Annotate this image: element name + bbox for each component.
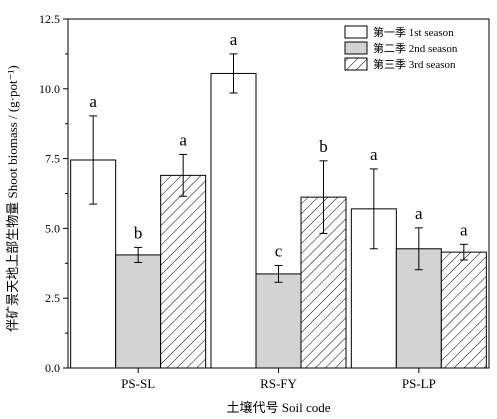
y-tick-label: 0.0 [45, 361, 60, 375]
legend-label: 第三季 3rd season [373, 57, 456, 71]
bar [210, 72, 257, 369]
error-bars-group [89, 53, 468, 283]
legend-label: 第二季 2nd season [373, 41, 458, 55]
y-tick-label: 10.0 [39, 82, 60, 96]
bar [440, 251, 487, 369]
x-tick-label: PS-LP [402, 376, 436, 391]
x-axis-title: 土壤代号 Soil code [227, 400, 331, 415]
significance-label: a [460, 220, 468, 239]
y-axis-title: 伴矿景天地上部生物量 Shoot biomass / (g·pot⁻¹) [5, 65, 20, 331]
legend-swatch [344, 57, 368, 71]
x-axis: PS-SL RS-FY PS-LP [121, 368, 436, 391]
significance-label: a [415, 204, 423, 223]
significance-label: a [230, 30, 238, 49]
y-axis: 0.0 2.5 5.0 7.5 10.0 12.5 [39, 12, 68, 375]
y-tick-label: 12.5 [39, 12, 60, 26]
significance-label: a [89, 92, 97, 111]
plot-area: a b a a c b a a a 0.0 2.5 5.0 7.5 10.0 12.5 PS-SL RS-F… [39, 12, 490, 391]
significance-label: b [319, 137, 328, 156]
legend-swatch [344, 25, 368, 39]
y-tick-label: 7.5 [45, 152, 60, 166]
x-tick-label: RS-FY [260, 376, 297, 391]
significance-label: b [134, 223, 143, 242]
legend-label: 第一季 1st season [373, 25, 454, 39]
bars-group [70, 72, 487, 369]
significance-label: a [179, 130, 187, 149]
significance-label: a [370, 145, 378, 164]
legend: 第一季 1st season 第二季 2nd season 第三季 3rd seas… [344, 25, 458, 71]
y-tick-label: 2.5 [45, 291, 60, 305]
significance-label: c [275, 242, 283, 261]
legend-swatch [344, 41, 368, 55]
bar [160, 174, 207, 369]
bar [255, 273, 302, 369]
significance-labels-group: a b a a c b a a a [89, 30, 468, 261]
y-tick-label: 5.0 [45, 221, 60, 235]
bar [115, 254, 162, 369]
x-tick-label: PS-SL [121, 376, 155, 391]
